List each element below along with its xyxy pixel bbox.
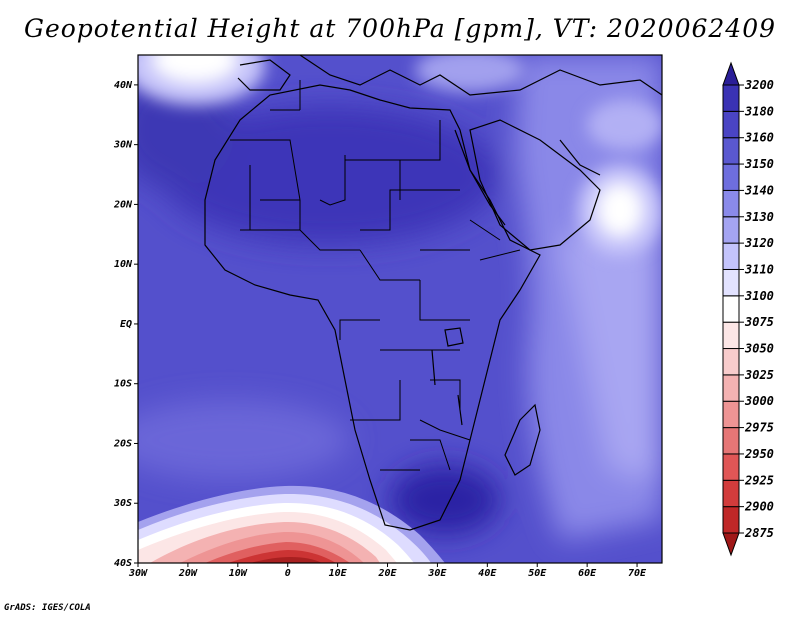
colorbar-swatch bbox=[722, 189, 740, 218]
field-iran-light bbox=[587, 100, 662, 150]
map-frame bbox=[137, 54, 663, 564]
country-borders bbox=[230, 80, 521, 471]
coastlines bbox=[204, 55, 662, 531]
colorbar-label: 3000 bbox=[744, 394, 774, 408]
map-figure: 30W 20W 10W 0 10E 20E 30E 40E 50E 60E 70E 40N 30N 20… bbox=[113, 54, 774, 579]
colorbar-swatch bbox=[722, 453, 740, 481]
colorbar-swatch bbox=[722, 268, 740, 297]
colorbar-swatch bbox=[722, 321, 740, 350]
y-tick-label: 30S bbox=[113, 498, 132, 509]
colorbar-high-extension bbox=[722, 61, 740, 86]
colorbar-label: 2875 bbox=[744, 526, 774, 540]
colorbar-label: 3180 bbox=[744, 104, 774, 118]
colorbar-label: 3075 bbox=[744, 315, 774, 329]
colorbar-swatch bbox=[722, 137, 740, 165]
field-atlantic-low bbox=[153, 55, 237, 82]
colorbar-label: 3160 bbox=[744, 131, 774, 145]
y-tick-label: 30N bbox=[113, 140, 133, 151]
x-tick-label: 70E bbox=[628, 568, 647, 579]
field-europe-light bbox=[415, 55, 525, 92]
lake-victoria bbox=[444, 327, 464, 347]
x-tick-label: 40E bbox=[478, 568, 497, 579]
y-tick-label: 10N bbox=[114, 259, 133, 270]
x-tick-label: 30E bbox=[427, 568, 447, 579]
y-tick-label: 10S bbox=[114, 379, 132, 390]
x-tick-label: 20E bbox=[377, 568, 397, 579]
y-tick-label: 40S bbox=[114, 558, 132, 569]
colorbar-swatch bbox=[722, 479, 740, 508]
field-southern-africa-high bbox=[390, 465, 500, 535]
colorbar-swatch bbox=[722, 216, 740, 244]
colorbar-swatch bbox=[722, 427, 740, 455]
map-title: Geopotential Height at 700hPa [gpm], VT:… bbox=[23, 14, 777, 43]
colorbar-label: 3120 bbox=[744, 236, 774, 250]
latitude-axis: 40N 30N 20N 10N EQ 10S 20S 30S 40S bbox=[113, 80, 138, 569]
madagascar bbox=[504, 403, 541, 476]
field-arabian-low bbox=[598, 184, 642, 236]
x-tick-label: 30W bbox=[128, 568, 148, 579]
y-tick-label: EQ bbox=[120, 319, 132, 330]
y-tick-label: 20S bbox=[113, 438, 132, 449]
colorbar: 2875 2900 2925 2950 2975 3000 3025 3050 3075 3100… bbox=[722, 61, 774, 557]
longitude-axis: 30W 20W 10W 0 10E 20E 30E 40E 50E 60E 70E bbox=[128, 563, 647, 579]
colorbar-label: 3150 bbox=[744, 157, 774, 171]
x-tick-label: 60E bbox=[578, 568, 597, 579]
colorbar-label: 2925 bbox=[744, 473, 774, 487]
x-tick-label: 10E bbox=[329, 568, 348, 579]
colorbar-swatch bbox=[722, 110, 740, 139]
colorbar-label: 2950 bbox=[744, 447, 774, 461]
colorbar-label: 3200 bbox=[744, 78, 774, 92]
africa-coastline bbox=[204, 84, 541, 531]
colorbar-swatch bbox=[722, 348, 740, 376]
colorbar-label: 2900 bbox=[744, 500, 774, 514]
colorbar-swatch bbox=[722, 242, 740, 270]
lake-malawi bbox=[457, 394, 463, 426]
colorbar-label: 3110 bbox=[744, 262, 774, 276]
colorbar-swatch bbox=[722, 400, 740, 429]
x-tick-label: 10W bbox=[229, 568, 248, 579]
field-indian-ocean-light bbox=[560, 200, 662, 480]
lake-tanganyika bbox=[431, 349, 436, 386]
colorbar-swatch bbox=[722, 295, 740, 323]
iberia bbox=[237, 59, 291, 91]
southern-trough bbox=[138, 485, 445, 563]
colorbar-label: 3100 bbox=[744, 289, 774, 303]
colorbar-low-extension bbox=[722, 532, 740, 557]
height-field bbox=[138, 55, 662, 563]
y-tick-label: 40N bbox=[114, 80, 133, 91]
colorbar-swatch bbox=[722, 374, 740, 402]
colorbar-swatch bbox=[722, 506, 740, 534]
field-atlantic-band bbox=[138, 400, 350, 480]
x-tick-label: 20W bbox=[178, 568, 198, 579]
colorbar-swatch bbox=[722, 163, 740, 191]
x-tick-label: 50E bbox=[528, 568, 547, 579]
colorbar-label: 3025 bbox=[744, 368, 774, 382]
colorbar-swatch bbox=[722, 84, 740, 112]
colorbar-label: 3130 bbox=[744, 210, 774, 224]
colorbar-label: 3050 bbox=[744, 342, 774, 356]
red-sea bbox=[454, 129, 506, 226]
colorbar-label: 3140 bbox=[744, 183, 774, 197]
grads-credit: GrADS: IGES/COLA bbox=[4, 603, 91, 613]
x-tick-label: 0 bbox=[285, 568, 291, 579]
europe-coast bbox=[299, 55, 662, 96]
y-tick-label: 20N bbox=[113, 199, 133, 210]
persian-gulf bbox=[559, 139, 601, 176]
colorbar-label: 2975 bbox=[744, 421, 774, 435]
